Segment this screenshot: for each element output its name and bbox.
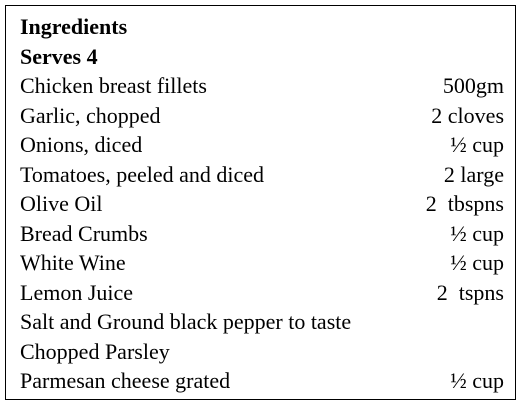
serves-label: Serves 4 [20,43,98,69]
ingredient-row: White Wine ½ cup [20,248,504,278]
ingredient-name: Chicken breast fillets [20,73,207,98]
ingredient-row: Chicken breast fillets 500gm [20,71,504,101]
ingredient-row: Onions, diced ½ cup [20,130,504,160]
ingredient-quantity: 2 tbspns [425,191,504,216]
ingredient-row: Lemon Juice 2 tspns [20,278,504,308]
ingredient-name: Lemon Juice [20,279,134,305]
ingredient-name: Salt and Ground black pepper to taste [20,309,352,334]
ingredient-name: Onions, diced [20,132,143,157]
ingredient-name: Bread Crumbs [20,220,148,246]
ingredient-quantity: 500gm [442,73,504,98]
ingredient-quantity: ½ cup [450,220,504,246]
ingredient-name: Chopped Parsley [20,338,170,364]
ingredients-content: Ingredients Serves 4 Chicken breast fill… [20,12,504,396]
ingredients-card: Ingredients Serves 4 Chicken breast fill… [5,5,516,400]
ingredient-row: Olive Oil 2 tbspns [20,189,504,219]
ingredient-row: Bread Crumbs ½ cup [20,219,504,249]
ingredients-title: Ingredients [20,14,128,39]
ingredient-quantity: 2 cloves [431,102,504,128]
ingredient-quantity: ½ cup [450,368,504,393]
ingredient-row: Parmesan cheese grated ½ cup [20,366,504,396]
ingredient-quantity: ½ cup [450,250,504,275]
ingredient-name: Tomatoes, peeled and diced [20,161,265,187]
ingredient-quantity: ½ cup [450,132,504,157]
ingredient-row: Salt and Ground black pepper to taste [20,307,504,337]
ingredient-quantity: 2 large [443,161,504,187]
ingredient-name: Garlic, chopped [20,102,161,128]
ingredient-name: Olive Oil [20,191,103,216]
ingredient-name: White Wine [20,250,126,275]
ingredient-row: Chopped Parsley [20,337,504,367]
ingredient-row: Tomatoes, peeled and diced 2 large [20,160,504,190]
ingredient-row: Garlic, chopped 2 cloves [20,101,504,131]
ingredient-quantity: 2 tspns [436,279,504,305]
ingredient-name: Parmesan cheese grated [20,368,231,393]
